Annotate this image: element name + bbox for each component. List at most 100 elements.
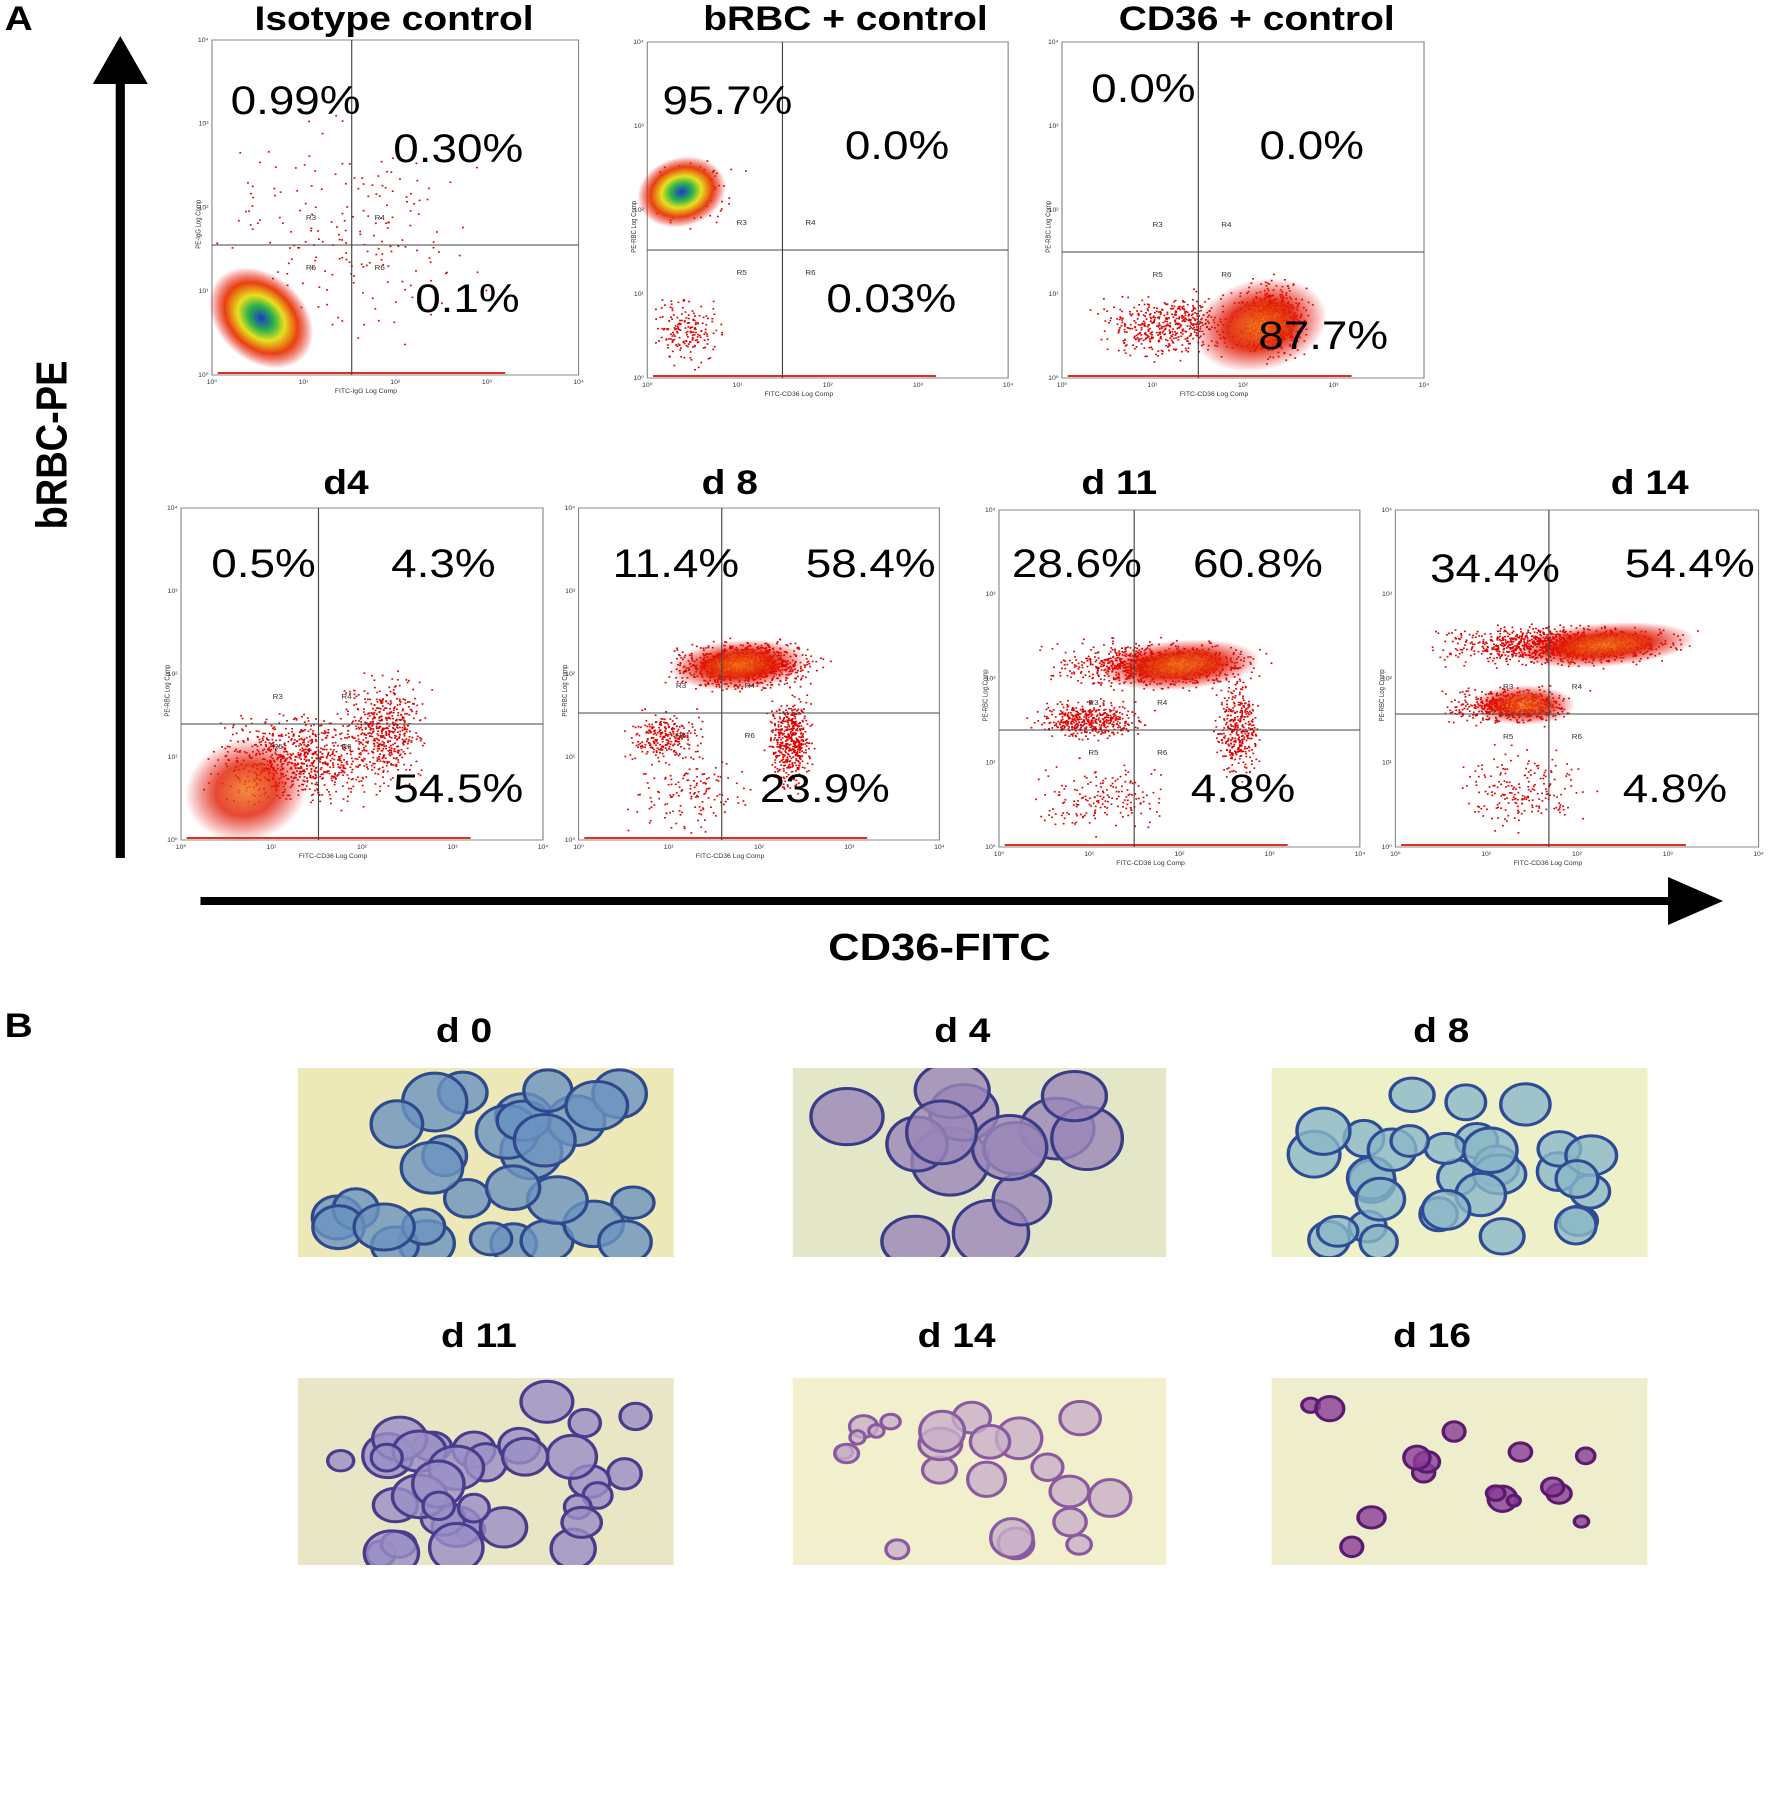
event-dot <box>330 749 332 751</box>
event-dot <box>723 804 725 806</box>
event-dot <box>787 746 789 748</box>
event-dot <box>664 778 666 780</box>
event-dot <box>807 671 809 673</box>
event-dot <box>312 762 314 764</box>
event-dot <box>477 271 479 273</box>
event-dot <box>1106 310 1108 312</box>
event-dot <box>310 230 312 232</box>
event-dot <box>1122 296 1124 298</box>
event-dot <box>415 713 417 715</box>
event-dot <box>725 801 727 803</box>
event-dot <box>1157 334 1159 336</box>
event-dot <box>775 729 777 731</box>
event-dot <box>333 729 335 731</box>
event-dot <box>658 749 660 751</box>
event-dot <box>1119 319 1121 321</box>
event-dot <box>272 733 274 735</box>
event-dot <box>358 748 360 750</box>
event-dot <box>1154 312 1156 314</box>
event-dot <box>271 739 273 741</box>
event-dot <box>390 702 392 704</box>
event-dot <box>670 306 672 308</box>
event-dot <box>364 714 366 716</box>
event-dot <box>1135 329 1137 331</box>
event-dot <box>404 753 406 755</box>
event-dot <box>716 779 718 781</box>
event-dot <box>382 737 384 739</box>
event-dot <box>1117 323 1119 325</box>
event-dot <box>778 721 780 723</box>
event-dot <box>676 317 678 319</box>
event-dot <box>310 725 312 727</box>
event-dot <box>801 677 803 679</box>
event-dot <box>1190 319 1192 321</box>
event-dot <box>793 734 795 736</box>
event-dot <box>1138 324 1140 326</box>
event-dot <box>415 732 417 734</box>
event-dot <box>281 734 283 736</box>
event-dot <box>358 781 360 783</box>
event-dot <box>682 757 684 759</box>
y-tick-label: 10⁰ <box>167 837 178 844</box>
event-dot <box>379 720 381 722</box>
event-dot <box>785 736 787 738</box>
event-dot <box>1190 333 1192 335</box>
event-dot <box>415 270 417 272</box>
event-dot <box>703 773 705 775</box>
event-dot <box>802 675 804 677</box>
event-dot <box>1158 311 1160 313</box>
event-dot <box>391 251 393 253</box>
event-dot <box>446 272 448 274</box>
event-dot <box>684 343 686 345</box>
event-dot <box>416 250 418 252</box>
event-dot <box>383 729 385 731</box>
event-dot <box>413 718 415 720</box>
event-dot <box>382 698 384 700</box>
event-dot <box>252 197 254 199</box>
event-dot <box>1128 327 1130 329</box>
event-dot <box>399 704 401 706</box>
event-dot <box>395 764 397 766</box>
event-dot <box>780 748 782 750</box>
event-dot <box>307 717 309 719</box>
event-dot <box>402 742 404 744</box>
event-dot <box>647 751 649 753</box>
x-tick-label: 10⁰ <box>573 844 584 851</box>
event-dot <box>690 341 692 343</box>
event-dot <box>1143 314 1145 316</box>
event-dot <box>362 292 364 294</box>
event-dot <box>1141 327 1143 329</box>
event-dot <box>330 760 332 762</box>
event-dot <box>645 720 647 722</box>
event-dot <box>340 760 342 762</box>
event-dot <box>653 749 655 751</box>
event-dot <box>1156 332 1158 334</box>
event-dot <box>693 780 695 782</box>
event-dot <box>286 720 288 722</box>
event-dot <box>1163 315 1165 317</box>
event-dot <box>377 757 379 759</box>
gate-label: R6 <box>1221 270 1231 278</box>
event-dot <box>395 720 397 722</box>
event-dot <box>644 708 646 710</box>
event-dot <box>1181 351 1183 353</box>
event-dot <box>306 746 308 748</box>
event-dot <box>257 736 259 738</box>
event-dot <box>329 773 331 775</box>
event-dot <box>250 224 252 226</box>
event-dot <box>356 696 358 698</box>
event-dot <box>680 805 682 807</box>
event-dot <box>240 715 242 717</box>
event-dot <box>677 649 679 651</box>
event-dot <box>700 337 702 339</box>
event-dot <box>693 758 695 760</box>
event-dot <box>782 756 784 758</box>
event-dot <box>674 754 676 756</box>
event-dot <box>1110 317 1112 319</box>
event-dot <box>1196 313 1198 315</box>
flow-plot: 10⁰10⁰10¹10¹10²10²10³10³10⁴10⁴FITC-CD36 … <box>1045 0 1429 398</box>
event-dot <box>696 795 698 797</box>
event-dot <box>376 733 378 735</box>
event-dot <box>681 320 683 322</box>
event-dot <box>1078 668 1080 670</box>
